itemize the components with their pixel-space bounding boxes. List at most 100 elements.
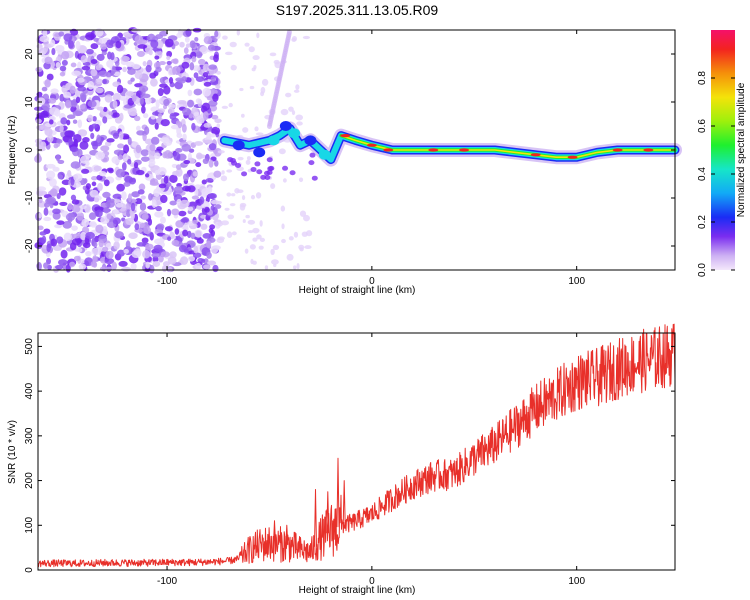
- noise-blob: [125, 217, 134, 226]
- noise-blob: [117, 249, 125, 257]
- y-tick-label: 500: [24, 338, 35, 355]
- noise-blob: [122, 135, 130, 140]
- noise-blob: [180, 256, 189, 265]
- noise-blob: [77, 247, 83, 253]
- noise-blob: [52, 211, 61, 220]
- noise-blob: [61, 59, 68, 66]
- faint-blob: [296, 262, 300, 270]
- noise-blob: [160, 216, 166, 224]
- noise-blob: [105, 250, 114, 259]
- noise-blob: [94, 206, 104, 212]
- noise-blob: [169, 200, 178, 206]
- signal-blob: [232, 140, 245, 151]
- noise-blob: [163, 98, 170, 107]
- noise-blob: [186, 109, 191, 115]
- noise-blob: [130, 263, 137, 271]
- faint-blob: [229, 41, 237, 48]
- noise-blob: [166, 208, 172, 217]
- faint-blob: [291, 110, 296, 116]
- noise-blob: [211, 114, 219, 120]
- noise-blob: [63, 91, 72, 99]
- faint-blob: [295, 84, 300, 90]
- faint-blob: [245, 214, 250, 219]
- noise-blob: [169, 231, 175, 239]
- noise-blob: [215, 84, 221, 90]
- noise-blob: [131, 94, 137, 102]
- noise-blob: [77, 86, 87, 92]
- faint-blob: [231, 193, 236, 197]
- signal-hotspot: [567, 155, 578, 159]
- faint-blob: [278, 148, 286, 155]
- noise-blob: [48, 178, 57, 187]
- noise-blob: [114, 60, 120, 67]
- noise-blob: [204, 206, 210, 213]
- noise-blob: [103, 106, 108, 112]
- noise-blob: [154, 122, 159, 130]
- y-tick-label: 300: [24, 427, 35, 444]
- noise-blob: [126, 209, 131, 218]
- noise-blob: [181, 76, 188, 82]
- noise-blob: [201, 188, 210, 197]
- faint-blob: [247, 219, 256, 225]
- noise-blob: [108, 111, 113, 116]
- noise-blob: [171, 208, 180, 216]
- noise-blob: [95, 64, 102, 71]
- noise-blob: [36, 153, 41, 163]
- faint-blob: [237, 156, 244, 161]
- noise-blob: [79, 92, 87, 102]
- noise-blob: [177, 100, 187, 105]
- noise-blob: [191, 122, 196, 131]
- faint-blob: [305, 230, 313, 237]
- faint-blob: [288, 106, 294, 112]
- faint-blob: [249, 85, 255, 90]
- noise-blob: [70, 176, 75, 186]
- noise-blob: [206, 132, 212, 140]
- trail-blob: [309, 152, 316, 158]
- noise-blob: [46, 196, 56, 204]
- noise-blob: [154, 211, 164, 218]
- faint-blob: [216, 200, 222, 205]
- noise-blob: [202, 158, 209, 165]
- faint-blob: [240, 113, 245, 118]
- noise-blob: [148, 218, 153, 226]
- noise-blob: [71, 237, 82, 246]
- noise-blob: [195, 162, 202, 168]
- snr-y-label: SNR (10 * v/v): [7, 420, 18, 484]
- noise-blob: [203, 122, 212, 128]
- signal-hotspot: [428, 148, 439, 152]
- faint-blob: [271, 259, 279, 265]
- noise-blob: [71, 225, 78, 231]
- noise-blob: [43, 44, 49, 53]
- faint-blob: [226, 192, 232, 197]
- noise-blob: [136, 50, 145, 57]
- noise-blob: [154, 55, 160, 60]
- noise-blob: [85, 48, 94, 55]
- trail-blob: [289, 170, 296, 176]
- noise-blob: [136, 125, 141, 132]
- noise-blob: [60, 117, 68, 125]
- noise-blob: [115, 40, 122, 49]
- noise-blob: [129, 111, 138, 116]
- faint-blob: [252, 227, 260, 234]
- faint-blob: [245, 159, 251, 165]
- noise-blob: [73, 255, 81, 262]
- noise-blob: [60, 249, 68, 259]
- noise-blob: [114, 231, 124, 239]
- noise-blob: [79, 104, 86, 110]
- noise-blob: [41, 235, 47, 244]
- noise-blob: [177, 28, 183, 36]
- noise-blob: [149, 181, 160, 186]
- noise-blob: [83, 242, 91, 249]
- noise-blob: [101, 51, 107, 56]
- noise-blob: [43, 216, 52, 222]
- faint-blob: [221, 220, 229, 226]
- noise-blob: [154, 152, 161, 160]
- noise-blob: [76, 77, 85, 83]
- faint-blob: [222, 35, 228, 40]
- noise-blob: [123, 181, 131, 187]
- noise-blob: [175, 148, 183, 153]
- noise-blob: [113, 241, 120, 250]
- noise-blob: [67, 203, 73, 211]
- noise-blob: [147, 149, 156, 156]
